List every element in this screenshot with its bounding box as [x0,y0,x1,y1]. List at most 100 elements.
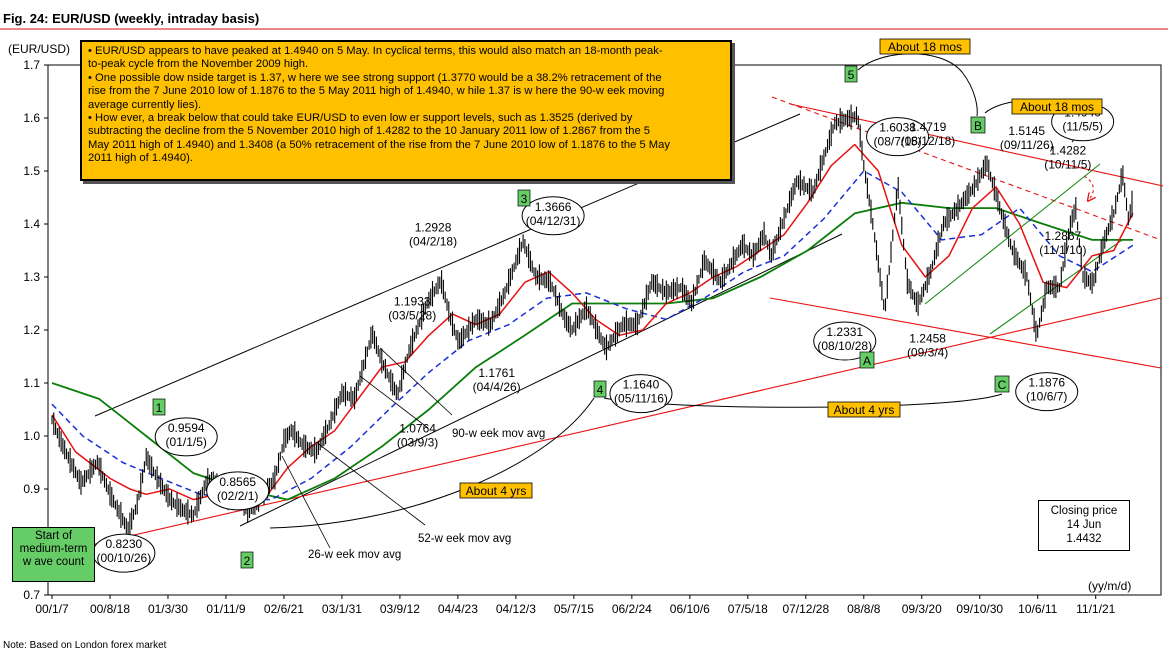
y-axis: 0.70.80.91.01.11.21.31.41.51.61.7 [23,58,48,602]
annotation-label: 1.1640 [623,378,660,392]
price-bars [51,104,1133,536]
wave-box-1 [152,398,166,416]
annotation-label: (08/10/28) [817,339,872,353]
annotation-ellipse [154,417,218,457]
x-tick-label: 09/3/20 [902,602,942,616]
figure-title: Fig. 24: EUR/USD (weekly, intraday basis… [3,11,259,26]
annotation-label: (03/9/3) [397,435,438,449]
annotation-label: 1.2458 [909,332,946,346]
cycle-label-box-2 [827,401,901,418]
x-tick-label: 10/6/11 [1018,602,1057,616]
leader-1 [379,347,453,416]
resistance-line [789,103,1164,187]
y-tick-label: 1.5 [23,164,40,178]
forecast-arrow [1083,175,1093,198]
annotation-label: (00/10/26) [96,551,151,565]
closing-price-box: Closing price 14 Jun 1.4432 [1038,500,1130,551]
x-tick-label: 07/5/18 [728,602,768,616]
annotation-label: (10/6/7) [1026,390,1067,404]
annotation-label: (01/1/5) [166,435,207,449]
x-tick-label: 06/10/6 [670,602,710,616]
annotation-label: (08/12/18) [901,134,956,148]
closing-box-line: 14 Jun [1066,519,1102,531]
annotation-ellipse [813,321,877,361]
cycle-label-box-3 [879,38,971,55]
ma52-label: 52-w eek mov avg [418,533,511,545]
wave-label-4: 4 [597,383,604,397]
start-wave-count-box: Start of medium-term w ave count [12,527,95,582]
annotation-label: 0.8565 [219,475,256,489]
annotation-label: (03/5/28) [388,308,436,322]
start-box-line: Start of [34,530,73,542]
commentary-line: • How ever, a break below that could tak… [88,112,633,125]
x-axis-label: (yy/m/d) [1088,579,1131,593]
commentary-line: to-peak cycle from the November 2009 hig… [88,58,309,71]
ma90-label: 90-w eek mov avg [452,428,545,440]
annotation-label: 1.4282 [1049,143,1086,157]
wave-label-c: C [998,378,1007,392]
annotation-label: 0.9594 [168,421,205,435]
y-tick-label: 0.9 [23,482,40,496]
closing-box-line: Closing price [1050,505,1118,517]
forecast-line [771,96,1162,241]
wave-box-5 [844,65,858,83]
y-axis-label: (EUR/USD) [8,42,70,56]
annotation-label: (02/2/1) [217,489,258,503]
annotation-label: (04/12/31) [526,214,581,228]
commentary-line: May 2011 high of 1.4940) and 1.3408 (a 5… [88,138,670,151]
wave-label-3: 3 [521,192,528,206]
cycle-label-18mos-1: About 18 mos [888,40,962,54]
commentary-box: • EUR/USD appears to have peaked at 1.49… [80,40,732,181]
wave-box-a [859,351,875,369]
annotation-label: 1.3666 [535,200,572,214]
annotation-label: (05/11/16) [614,392,668,406]
annotation-label: 1.1933 [394,294,431,308]
wave-label-1: 1 [156,401,163,415]
annotation-label: 1.2331 [826,325,863,339]
annotation-label: 0.8230 [105,537,142,551]
x-tick-label: 00/1/7 [35,602,69,616]
annotation-ellipse [1015,372,1079,412]
wave-labels: 1 2 3 4 5 A B C [152,65,1010,569]
ma-labels: 90-w eek mov avg 52-w eek mov avg 26-w e… [308,428,545,561]
x-tick-label: 04/12/3 [496,602,536,616]
wave-box-2 [240,551,254,569]
cycle-label-4yrs-1: About 4 yrs [466,484,527,498]
cycle-label-box-1 [459,482,533,499]
x-tick-label: 00/8/18 [90,602,130,616]
annotation-label: (09/11/26) [1000,138,1054,152]
x-tick-label: 02/6/21 [264,602,304,616]
leader-lines [281,347,453,549]
x-tick-label: 06/2/24 [612,602,652,616]
annotation-label: 1.1761 [478,366,515,380]
commentary-line: • EUR/USD appears to have peaked at 1.49… [88,45,663,57]
support-line [51,297,1162,555]
downtrend-line [769,297,1162,369]
annotation-label: 1.4719 [910,120,947,134]
x-tick-label: 11/1/21 [1076,602,1115,616]
closing-box-line: 1.4432 [1066,533,1102,545]
leader-3 [281,455,331,549]
wave-label-a: A [863,354,871,368]
x-tick-label: 05/7/15 [554,602,594,616]
y-tick-label: 1.1 [23,376,40,390]
wave-box-c [994,375,1010,393]
y-tick-label: 1.7 [23,58,40,72]
cycle-curve-18mos-top [857,53,978,117]
y-tick-label: 1.0 [23,429,40,443]
annotation-label: (09/3/4) [907,346,948,360]
annotation-ellipse [206,471,270,511]
x-tick-label: 04/4/23 [438,602,478,616]
commentary-line: subtracting the decline from the 5 Novem… [88,125,651,138]
y-tick-label: 1.2 [23,323,40,337]
x-tick-label: 03/1/31 [322,602,362,616]
wave-label-2: 2 [244,554,251,568]
y-tick-label: 1.4 [23,217,40,231]
annotation-ellipse [521,196,585,236]
annotation-label: 1.2867 [1045,229,1082,243]
x-axis: 00/1/7 00/8/18 01/3/30 01/11/9 02/6/21 03/1/3… [35,595,1116,616]
cycle-labels: About 4 yrs About 4 yrs About 18 mos Abo… [459,38,1103,499]
annotation-label: 1.6038 [879,121,916,135]
annotation-label: (04/4/26) [473,380,521,394]
y-tick-label: 0.7 [23,588,40,602]
